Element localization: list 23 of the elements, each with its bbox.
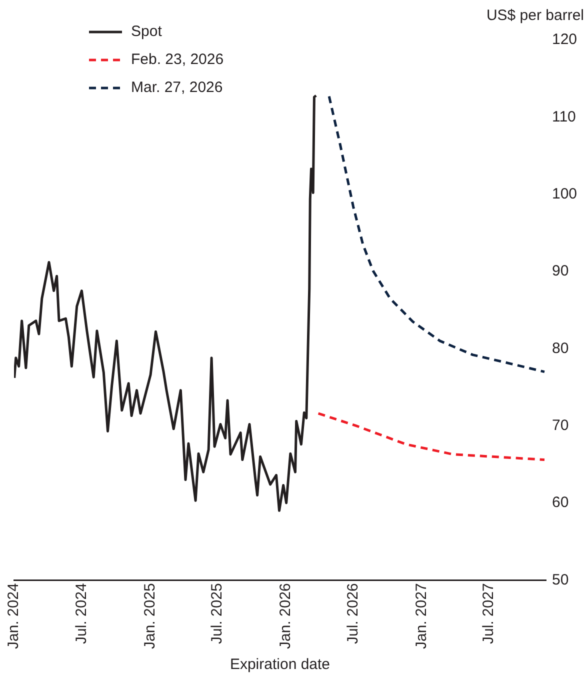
y-tick-label: 70 bbox=[552, 416, 569, 434]
x-tick-label: Jan. 2024 bbox=[5, 583, 22, 649]
legend-label: Feb. 23, 2026 bbox=[131, 51, 224, 68]
x-tick-label: Jul. 2025 bbox=[208, 583, 226, 644]
x-tick-label: Jan. 2027 bbox=[412, 583, 430, 649]
x-tick-label: Jan. 2026 bbox=[277, 583, 294, 649]
y-tick-label: 90 bbox=[552, 262, 569, 280]
legend-label: Mar. 27, 2026 bbox=[131, 79, 223, 96]
y-tick-label: 100 bbox=[552, 185, 578, 202]
line-series bbox=[328, 95, 546, 374]
y-tick-label: 110 bbox=[552, 108, 576, 126]
x-tick-label: Jan. 2025 bbox=[141, 583, 158, 649]
x-tick-label: Jul. 2027 bbox=[480, 583, 498, 644]
x-axis-title: Expiration date bbox=[230, 656, 330, 674]
x-tick-label: Jul. 2026 bbox=[344, 583, 362, 644]
y-tick-label: 60 bbox=[552, 494, 569, 512]
y-tick-label: 80 bbox=[552, 340, 569, 357]
x-tick-label: Jul. 2024 bbox=[72, 583, 90, 644]
line-series bbox=[317, 412, 546, 461]
legend-label: Spot bbox=[131, 23, 163, 40]
y-tick-label: 50 bbox=[552, 571, 569, 588]
y-tick-label: 120 bbox=[552, 31, 578, 48]
y-axis-title: US$ per barrel bbox=[486, 7, 584, 24]
